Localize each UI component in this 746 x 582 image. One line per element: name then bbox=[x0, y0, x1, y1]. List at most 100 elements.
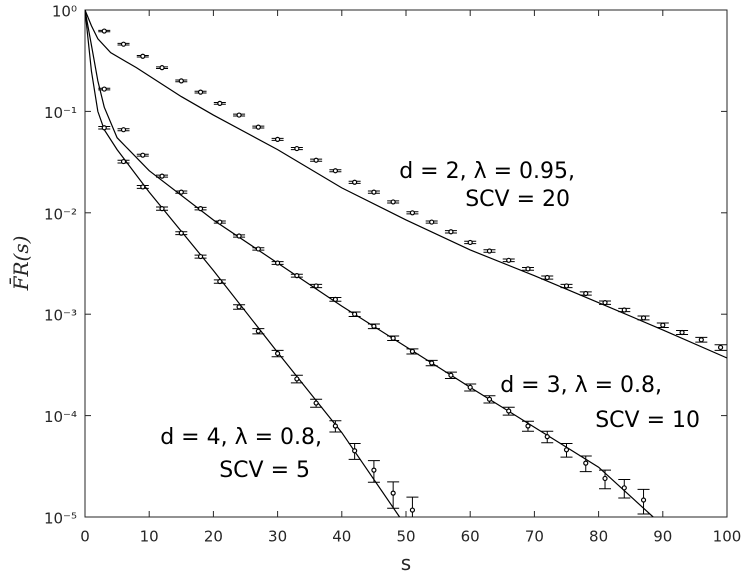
point bbox=[486, 248, 493, 254]
point bbox=[352, 179, 358, 185]
point bbox=[120, 41, 127, 47]
point bbox=[275, 136, 281, 142]
point bbox=[602, 300, 608, 306]
series-annotation: d = 3, λ = 0.8, bbox=[500, 373, 662, 398]
point bbox=[621, 307, 627, 313]
y-axis-label: F̄R(s) bbox=[8, 236, 33, 292]
point bbox=[506, 257, 512, 263]
point bbox=[409, 348, 416, 354]
point bbox=[217, 278, 223, 285]
point bbox=[159, 206, 165, 212]
point bbox=[178, 230, 184, 236]
point bbox=[236, 304, 242, 310]
plot-area bbox=[84, 9, 728, 518]
series-annotation: d = 2, λ = 0.95, bbox=[399, 159, 575, 184]
point bbox=[640, 497, 647, 503]
point bbox=[255, 246, 261, 252]
series-annotation: SCV = 10 bbox=[595, 408, 700, 433]
point bbox=[101, 125, 107, 131]
point bbox=[313, 283, 319, 289]
point bbox=[602, 475, 608, 482]
series-annotation: SCV = 5 bbox=[219, 458, 310, 483]
y-tick-label: 10⁻² bbox=[44, 205, 77, 223]
y-tick-label: 10⁻¹ bbox=[44, 104, 77, 122]
point bbox=[332, 296, 338, 302]
y-tick-label: 10⁻⁵ bbox=[44, 510, 77, 528]
point bbox=[178, 78, 184, 84]
point bbox=[717, 344, 724, 351]
point bbox=[197, 89, 204, 95]
point bbox=[525, 423, 531, 429]
point bbox=[197, 253, 204, 260]
point bbox=[313, 157, 319, 163]
point bbox=[294, 376, 300, 382]
point bbox=[255, 328, 261, 334]
y-tick-label: 10⁻³ bbox=[44, 307, 77, 325]
point bbox=[390, 199, 396, 205]
point bbox=[467, 239, 473, 246]
point bbox=[255, 124, 261, 130]
point bbox=[371, 467, 377, 473]
x-tick-label: 100 bbox=[713, 528, 742, 546]
point bbox=[679, 329, 685, 336]
x-tick-label: 90 bbox=[653, 528, 672, 546]
x-tick-label: 50 bbox=[396, 528, 415, 546]
point bbox=[294, 145, 300, 152]
x-tick-label: 30 bbox=[268, 528, 287, 546]
point bbox=[197, 206, 204, 212]
point bbox=[178, 189, 184, 195]
point bbox=[583, 290, 589, 297]
point bbox=[563, 447, 570, 453]
point bbox=[506, 408, 512, 414]
point bbox=[217, 219, 223, 225]
point bbox=[544, 434, 550, 440]
point bbox=[409, 210, 416, 216]
point bbox=[525, 266, 531, 272]
point bbox=[698, 337, 704, 343]
point bbox=[120, 158, 127, 165]
point bbox=[140, 53, 146, 59]
point bbox=[140, 152, 146, 158]
point bbox=[236, 233, 242, 239]
fit-line bbox=[85, 10, 727, 359]
point bbox=[621, 485, 627, 491]
x-tick-label: 0 bbox=[80, 528, 90, 546]
point bbox=[448, 229, 454, 235]
point bbox=[467, 384, 473, 390]
point bbox=[294, 273, 300, 279]
point bbox=[371, 189, 377, 195]
point bbox=[486, 396, 493, 402]
point bbox=[640, 315, 647, 321]
point bbox=[332, 423, 338, 429]
point bbox=[448, 372, 454, 378]
x-tick-label: 40 bbox=[332, 528, 351, 546]
point bbox=[159, 173, 165, 179]
point bbox=[409, 507, 416, 513]
x-tick-label: 60 bbox=[461, 528, 480, 546]
point bbox=[544, 274, 550, 281]
point bbox=[660, 322, 666, 328]
fit-line bbox=[85, 10, 654, 517]
point bbox=[159, 65, 165, 71]
point bbox=[217, 100, 223, 106]
y-tick-label: 10⁻⁴ bbox=[44, 408, 77, 426]
point bbox=[371, 323, 377, 329]
point bbox=[563, 283, 570, 289]
point bbox=[236, 112, 242, 118]
point bbox=[313, 400, 319, 406]
x-tick-label: 80 bbox=[589, 528, 608, 546]
point bbox=[352, 448, 358, 454]
point bbox=[275, 260, 281, 266]
x-tick-label: 10 bbox=[140, 528, 159, 546]
y-tick-label: 10⁰ bbox=[52, 3, 77, 21]
point bbox=[140, 184, 146, 190]
error-bar bbox=[406, 496, 419, 517]
series-annotation: d = 4, λ = 0.8, bbox=[160, 425, 322, 450]
point bbox=[390, 335, 396, 341]
x-axis-label: s bbox=[401, 551, 411, 575]
x-tick-label: 70 bbox=[525, 528, 544, 546]
point bbox=[275, 350, 281, 357]
point bbox=[583, 460, 589, 466]
